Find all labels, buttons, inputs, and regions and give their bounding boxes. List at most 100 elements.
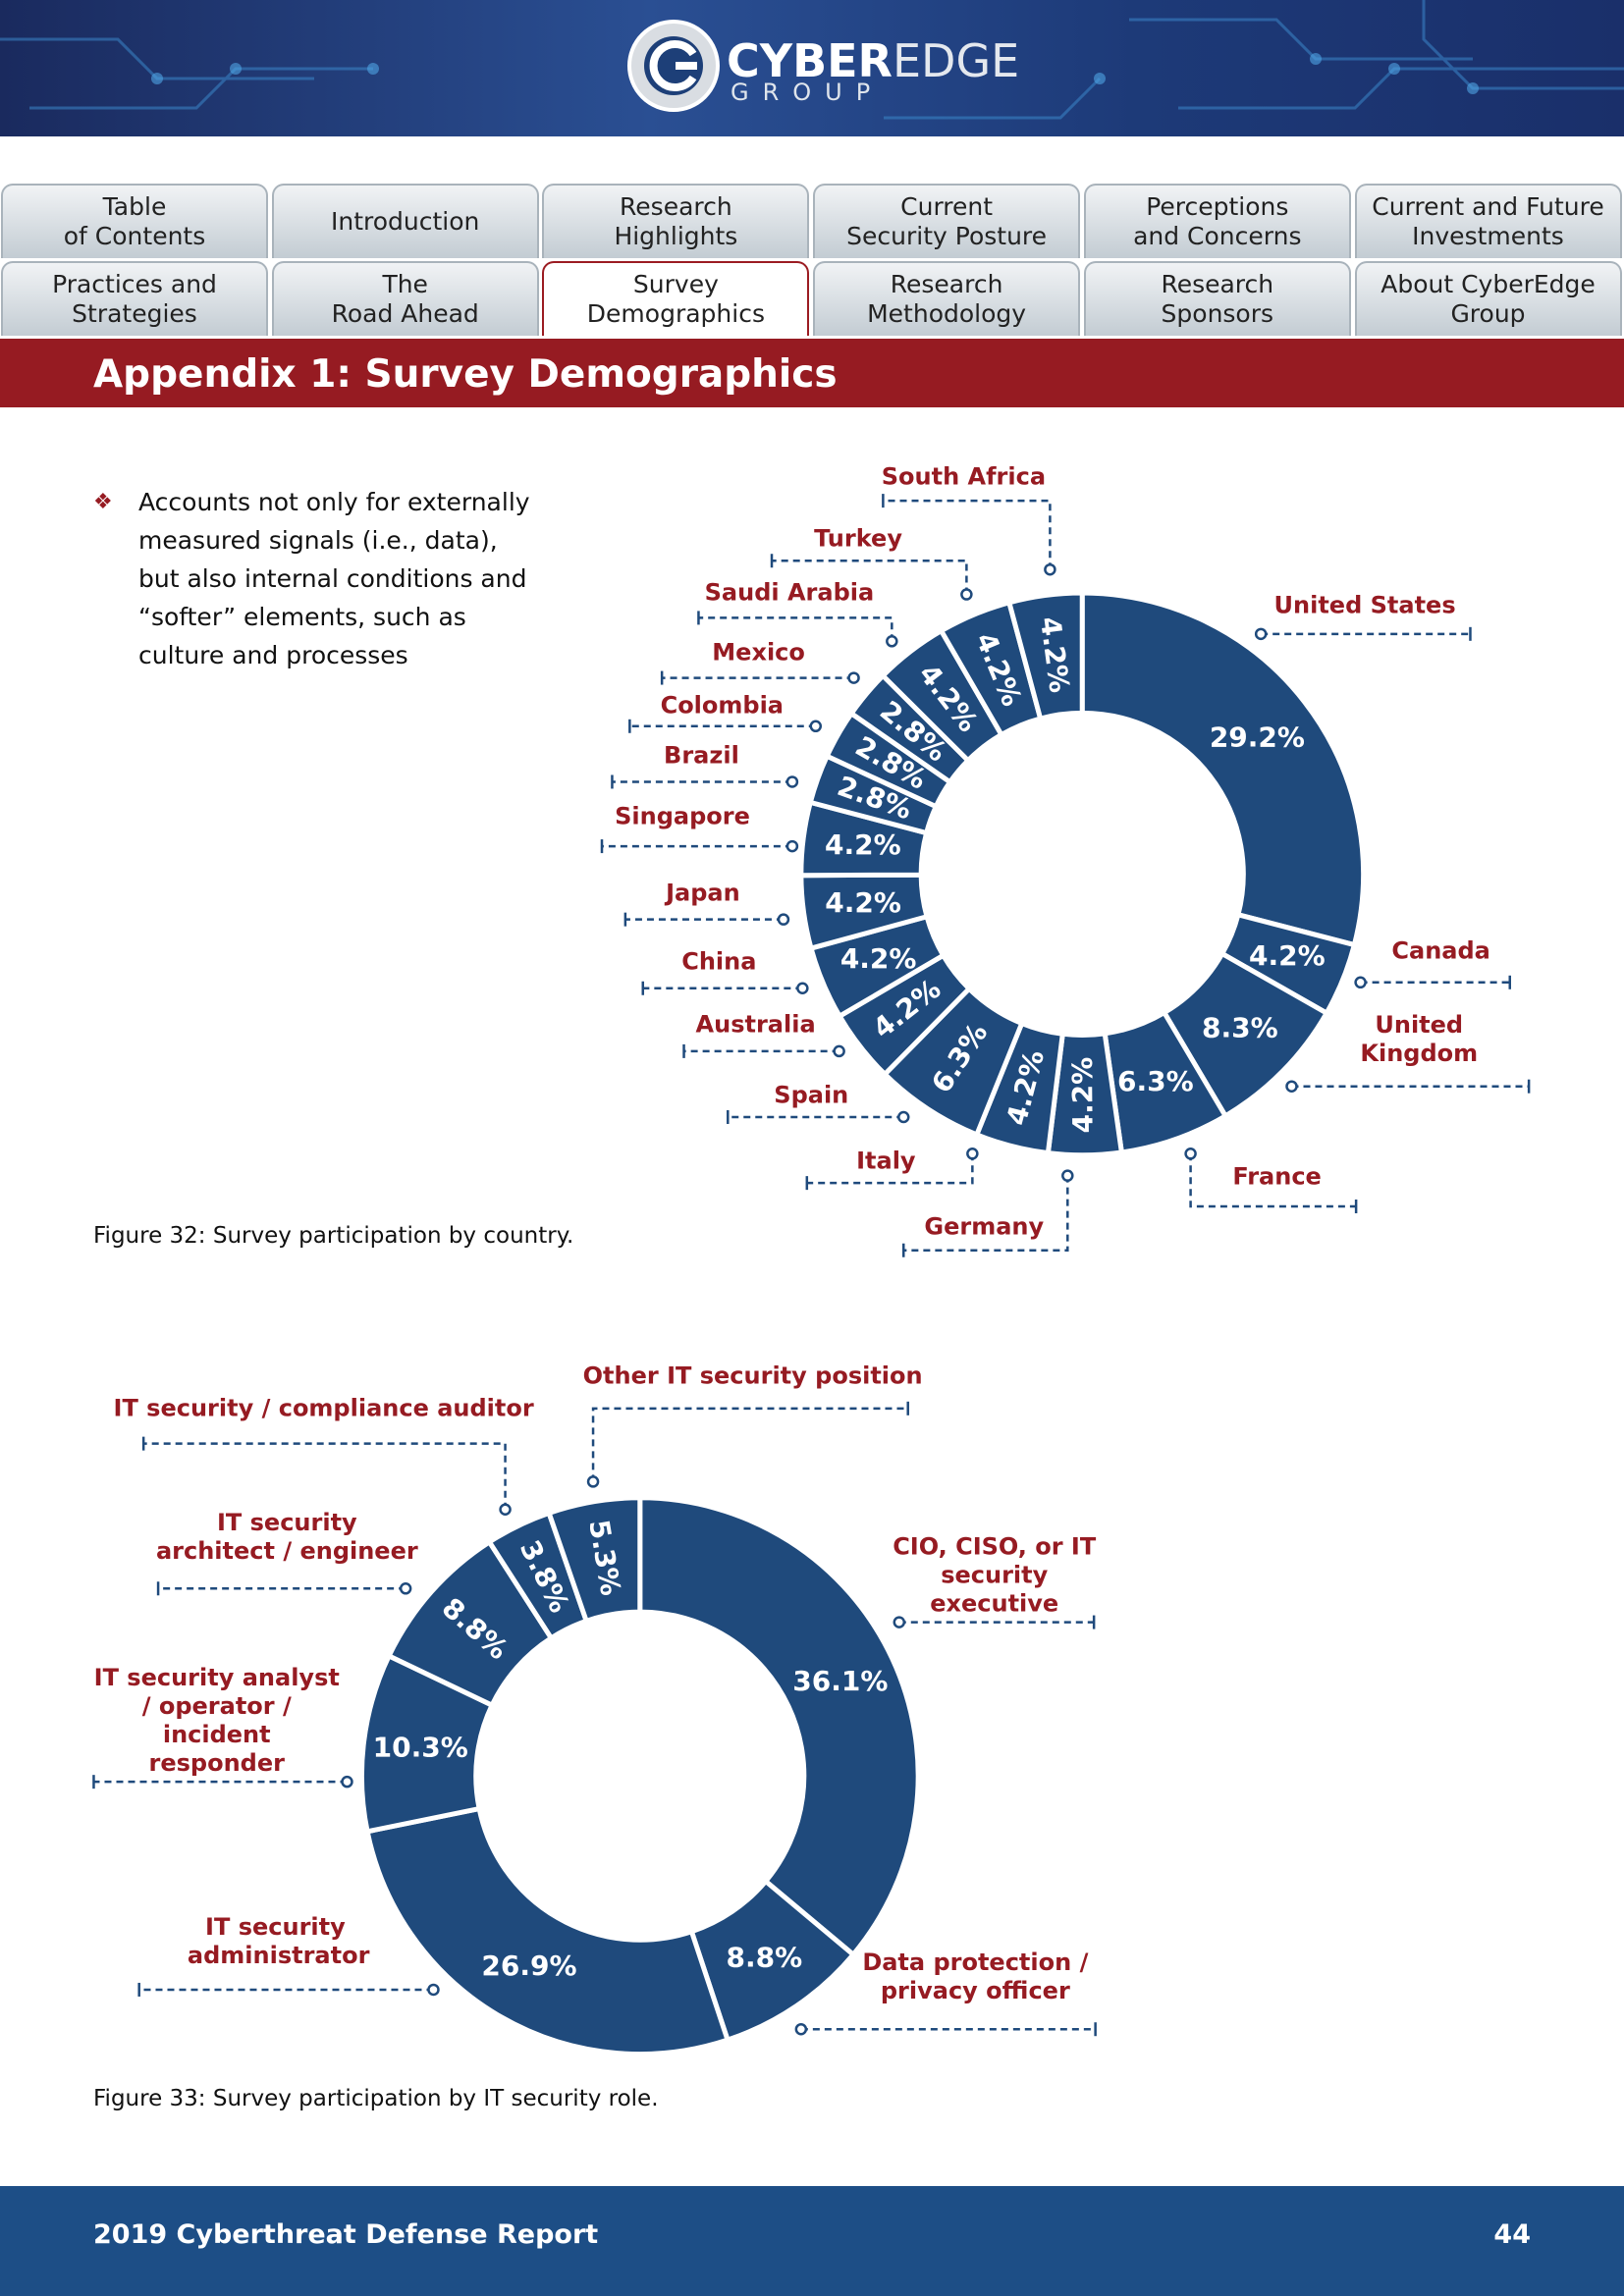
- nav-tab-text: Perceptions: [1146, 192, 1289, 221]
- nav-tab[interactable]: Perceptions and Concerns: [1083, 184, 1351, 258]
- leader-line: [883, 499, 1052, 570]
- leader-dot: [893, 1616, 906, 1629]
- nav-tab-text: Methodology: [867, 299, 1027, 328]
- bullet-icon: ❖: [93, 490, 113, 514]
- value-label: 6.3%: [1117, 1065, 1194, 1097]
- nav-tab-text: About CyberEdge: [1380, 270, 1596, 298]
- value-label: 4.2%: [840, 942, 917, 975]
- category-label: Mexico: [712, 638, 805, 667]
- leader-dot: [785, 775, 799, 788]
- value-label: 10.3%: [373, 1732, 468, 1764]
- footer-title: 2019 Cyberthreat Defense Report: [93, 2219, 599, 2250]
- value-label: 36.1%: [792, 1665, 888, 1697]
- value-label: 4.2%: [825, 886, 901, 919]
- leader-dot: [886, 635, 898, 648]
- header-art: CYBEREDGE GROUP: [0, 0, 1624, 120]
- category-label: Colombia: [660, 691, 785, 720]
- nav-tab[interactable]: Research Methodology: [813, 261, 1081, 336]
- leader-dot: [794, 2022, 808, 2036]
- category-label: South Africa: [881, 462, 1047, 491]
- category-label: Canada: [1391, 936, 1490, 965]
- category-label: IT security administrator: [187, 1912, 370, 1969]
- nav-tab-text: The: [382, 270, 428, 298]
- category-label: IT security / compliance auditor: [113, 1394, 534, 1422]
- category-label: Spain: [774, 1081, 849, 1109]
- nav-tab[interactable]: Research Sponsors: [1083, 261, 1351, 336]
- section-title: Appendix 1: Survey Demographics: [93, 352, 838, 397]
- leader-dot: [341, 1775, 353, 1789]
- category-label: Australia: [695, 1010, 816, 1039]
- value-label: 4.2%: [825, 828, 901, 861]
- bullet-text: Accounts not only for externally measure…: [138, 488, 530, 669]
- nav-tab[interactable]: Practices and Strategies: [1, 261, 268, 336]
- value-label: 29.2%: [1210, 721, 1305, 754]
- title-bar: Appendix 1: Survey Demographics: [0, 339, 1624, 407]
- leader-dot: [586, 1475, 600, 1488]
- category-label: IT security analyst / operator / inciden…: [93, 1663, 340, 1777]
- leader-line: [903, 1175, 1069, 1252]
- nav-tab-text: Security Posture: [846, 222, 1048, 250]
- leader-line: [1189, 1153, 1357, 1208]
- nav-tab-text: Introduction: [330, 207, 480, 236]
- leader-dot: [966, 1148, 979, 1160]
- leader-dot: [1254, 627, 1268, 641]
- leader-dot: [1285, 1080, 1298, 1093]
- value-label: 26.9%: [481, 1949, 576, 1982]
- category-label: Germany: [924, 1212, 1045, 1241]
- leader-dot: [1044, 562, 1056, 576]
- nav-tab[interactable]: Introduction: [271, 184, 539, 258]
- value-label: 4.2%: [1249, 939, 1326, 972]
- nav-tab-text: Current and Future: [1372, 192, 1604, 221]
- category-label: Japan: [666, 879, 740, 907]
- footer: 2019 Cyberthreat Defense Report 44: [0, 2186, 1624, 2296]
- category-label: United Kingdom: [1360, 1010, 1479, 1067]
- category-label: China: [681, 947, 757, 976]
- category-label: Turkey: [814, 524, 902, 553]
- leader-dot: [427, 1983, 440, 1997]
- nav-tab-text: of Contents: [63, 222, 206, 250]
- category-label: Singapore: [615, 802, 750, 830]
- nav-tab-text: Research: [890, 270, 1003, 298]
- donut-slice: [1079, 590, 1367, 948]
- nav-tab[interactable]: About CyberEdge Group: [1354, 261, 1622, 336]
- donut-slice: [545, 1495, 643, 1625]
- leader-dot: [847, 671, 860, 684]
- nav-tab-text: Research: [1161, 270, 1274, 298]
- leader-dot: [785, 839, 799, 853]
- category-label: Data protection / privacy officer: [862, 1948, 1089, 2004]
- nav-tab-text: Strategies: [72, 299, 197, 328]
- nav-tab-text: Practices and: [52, 270, 217, 298]
- nav-bar: Table of Contents Introduction Research High…: [0, 183, 1624, 339]
- leader-dot: [960, 588, 973, 601]
- figure-caption: Figure 33: Survey participation by IT se…: [93, 2086, 659, 2111]
- leader-dot: [1184, 1148, 1197, 1160]
- category-label: IT security architect / engineer: [155, 1509, 418, 1566]
- nav-tab[interactable]: Current Security Posture: [813, 184, 1081, 258]
- header: CYBEREDGE GROUP: [0, 0, 1624, 136]
- leader-line: [806, 1153, 974, 1185]
- leader-dot: [1354, 976, 1367, 989]
- logo-text: EDGE: [893, 34, 1019, 87]
- leader-dot: [777, 913, 790, 926]
- category-label: Italy: [856, 1147, 916, 1175]
- svg-text:CYBEREDGE: CYBEREDGE: [727, 34, 1019, 87]
- leader-dot: [809, 720, 823, 733]
- leader-line: [591, 1407, 908, 1482]
- donut-slice: [637, 1495, 921, 1958]
- nav-tab[interactable]: Current and Future Investments: [1354, 184, 1622, 258]
- nav-tab-text: Research: [620, 192, 732, 221]
- donut-slice: [364, 1805, 731, 2057]
- bullet-item: ❖ Accounts not only for externally measur…: [93, 483, 545, 674]
- logo-subtext: GROUP: [731, 79, 884, 106]
- nav-tab-text: Highlights: [614, 222, 738, 250]
- nav-tab[interactable]: Survey Demographics: [542, 261, 810, 336]
- nav-tab[interactable]: Research Highlights: [542, 184, 810, 258]
- logo-text: CYBER: [727, 34, 893, 87]
- nav-tab-text: and Concerns: [1133, 222, 1302, 250]
- nav-tab-text: Table: [102, 192, 167, 221]
- donut-slice: [1005, 590, 1085, 722]
- nav-tab[interactable]: Table of Contents: [1, 184, 268, 258]
- nav-tab[interactable]: The Road Ahead: [271, 261, 539, 336]
